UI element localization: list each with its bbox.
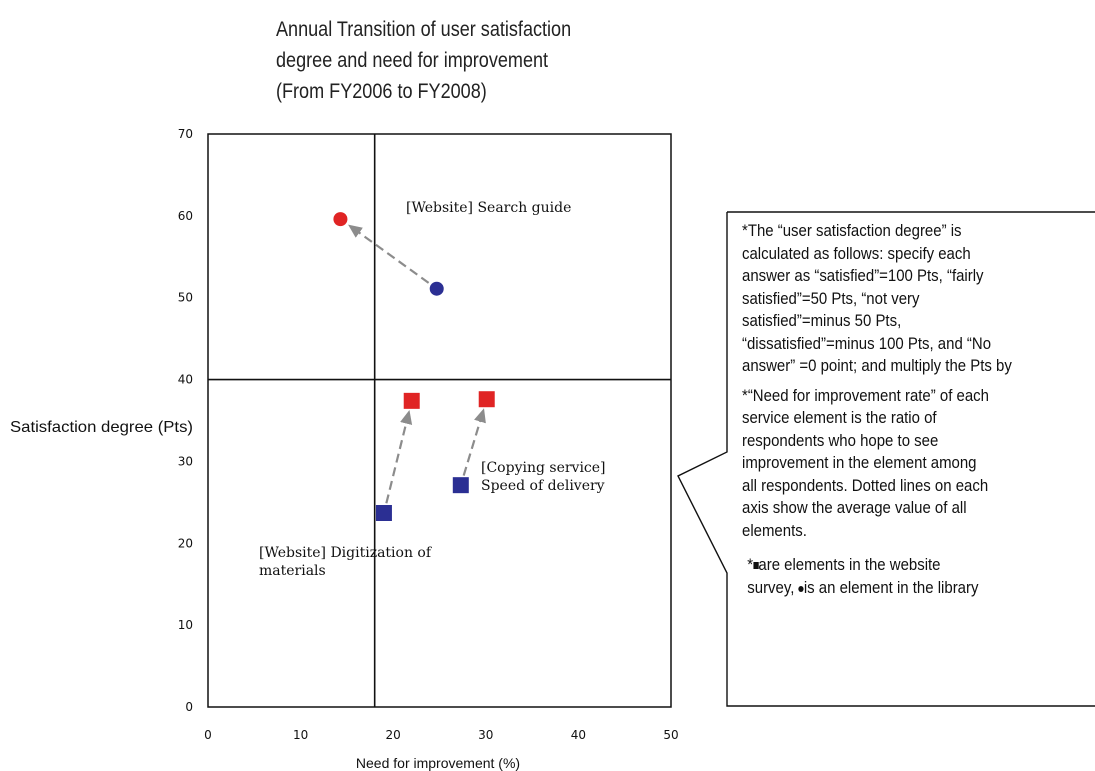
x-tick-label: 40 — [571, 728, 586, 742]
earlier-square-point — [452, 477, 469, 494]
y-tick-labels: 0 10 20 30 40 50 60 70 — [178, 127, 193, 714]
later-square-point — [403, 392, 420, 409]
satisfaction-note-line: satisfied”=50 Pts, “not very — [742, 288, 920, 308]
satisfaction-note-line: answer” =0 point; and multiply the Pts b… — [742, 356, 1012, 375]
y-axis-label: Satisfaction degree (Pts) — [10, 419, 193, 436]
x-axis-label: Need for improvement (%) — [356, 755, 520, 771]
element-label-line: [Website] Digitization of — [259, 545, 433, 561]
y-tick-label: 70 — [178, 127, 193, 141]
legend-survey-text: survey, — [747, 577, 799, 597]
later-circle-point — [333, 212, 348, 227]
improvement-note-line: service element is the ratio of — [742, 408, 937, 427]
transition-arrows — [348, 224, 486, 504]
circle-marker-icon — [798, 585, 804, 592]
y-tick-label: 20 — [178, 536, 193, 550]
chart-title-line: degree and need for improvement — [276, 49, 549, 72]
element-label: [Website] Digitization of materials — [259, 545, 433, 579]
marker-legend-line: * are elements in the website — [747, 554, 1059, 577]
element-label-line: materials — [259, 563, 326, 579]
element-label: [Copying service] Speed of delivery — [481, 460, 606, 494]
x-tick-label: 10 — [293, 728, 308, 742]
element-label-line: Speed of delivery — [481, 478, 605, 494]
satisfaction-note-line: satisfied”=minus 50 Pts, — [742, 311, 902, 330]
improvement-note-line: *“Need for improvement rate” of each — [742, 385, 989, 405]
x-tick-label: 30 — [478, 728, 493, 742]
callout-box — [677, 211, 1095, 707]
notes-callout: *The “user satisfaction degree” is calcu… — [742, 220, 1059, 599]
square-marker-icon — [753, 562, 759, 569]
transition-arrow — [348, 224, 430, 284]
legend-website-text: are elements in the website — [758, 555, 941, 574]
y-tick-label: 10 — [178, 618, 193, 632]
satisfaction-note-line: “dissatisfied”=minus 100 Pts, and “No — [742, 333, 992, 353]
improvement-note-line: elements. — [742, 520, 807, 540]
y-tick-label: 50 — [178, 291, 193, 305]
element-labels: [Website] Search guide [Copying service] S… — [259, 200, 606, 579]
chart-title-line: Annual Transition of user satisfaction — [276, 18, 572, 41]
improvement-note-line: all respondents. Dotted lines on each — [742, 475, 989, 495]
data-points — [333, 212, 495, 521]
improvement-note-line: respondents who hope to see — [742, 430, 939, 450]
transition-arrow — [385, 410, 413, 504]
improvement-note-line: axis show the average value of all — [742, 498, 967, 517]
legend-library-text: is an element in the library — [803, 577, 979, 597]
y-tick-label: 0 — [185, 700, 193, 714]
chart-title-line: (From FY2006 to FY2008) — [276, 80, 487, 103]
satisfaction-note-line: calculated as follows: specify each — [742, 243, 971, 263]
earlier-circle-point — [429, 281, 444, 296]
y-tick-label: 30 — [178, 454, 193, 468]
x-tick-label: 0 — [204, 728, 212, 742]
improvement-note-line: improvement in the element among — [742, 453, 977, 472]
earlier-square-point — [375, 504, 392, 521]
element-label: [Website] Search guide — [406, 200, 571, 216]
chart-title: Annual Transition of user satisfaction d… — [276, 14, 637, 107]
later-square-point — [478, 391, 495, 408]
x-tick-labels: 0 10 20 30 40 50 — [204, 728, 678, 742]
y-tick-label: 60 — [178, 209, 193, 223]
x-tick-label: 20 — [386, 728, 401, 742]
y-tick-label: 40 — [178, 373, 193, 387]
satisfaction-note-line: *The “user satisfaction degree” is — [742, 221, 962, 240]
legend-asterisk: * — [747, 555, 754, 574]
element-label-line: [Website] Search guide — [406, 200, 571, 216]
element-label-line: [Copying service] — [481, 460, 606, 476]
marker-legend-line: survey, is an element in the library — [747, 577, 1059, 600]
plot-area-frame — [207, 133, 672, 708]
satisfaction-note-line: answer as “satisfied”=100 Pts, “fairly — [742, 266, 984, 285]
x-tick-label: 50 — [663, 728, 678, 742]
transition-arrow — [462, 408, 486, 476]
